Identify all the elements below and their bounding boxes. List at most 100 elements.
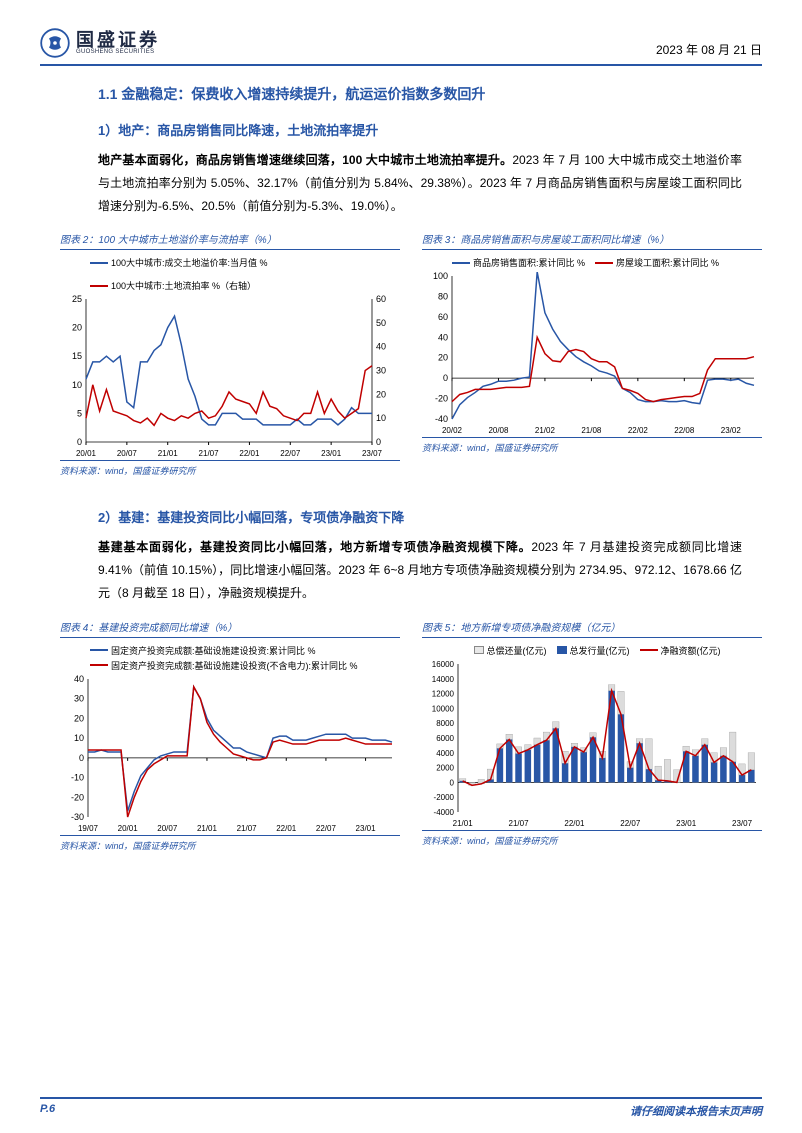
subsection-2-title: 2）基建：基建投资同比小幅回落，专项债净融资下降 <box>98 507 762 526</box>
chart-3-svg: -40-2002040608010020/0220/0821/0221/0822… <box>422 272 762 437</box>
svg-text:4000: 4000 <box>436 749 454 758</box>
svg-text:40: 40 <box>438 333 448 343</box>
svg-text:80: 80 <box>438 292 448 302</box>
svg-text:30: 30 <box>376 366 386 376</box>
svg-text:23/01: 23/01 <box>321 449 342 458</box>
svg-text:10: 10 <box>376 414 386 424</box>
svg-text:21/08: 21/08 <box>581 426 602 435</box>
svg-text:0: 0 <box>376 437 381 447</box>
svg-text:-20: -20 <box>71 792 84 802</box>
chart-4-title: 图表 4：基建投资完成额同比增速（%） <box>60 619 400 638</box>
para2-bold: 基建基本面弱化，基建投资同比小幅回落，地方新增专项债净融资规模下降。 <box>98 540 531 554</box>
svg-text:-30: -30 <box>71 812 84 822</box>
chart-4-svg: -30-20-1001020304019/0720/0120/0721/0121… <box>60 675 400 835</box>
svg-text:20/01: 20/01 <box>118 824 139 833</box>
svg-text:23/02: 23/02 <box>721 426 742 435</box>
chart-4-source: 资料来源：wind，国盛证券研究所 <box>60 839 400 852</box>
svg-text:10: 10 <box>72 380 82 390</box>
page-header: 国盛证券 GUOSHENG SECURITIES 2023 年 08 月 21 … <box>40 28 762 66</box>
chart-2-svg: 0510152025010203040506020/0120/0721/0121… <box>60 295 400 460</box>
svg-text:20/07: 20/07 <box>117 449 138 458</box>
svg-text:40: 40 <box>74 675 84 684</box>
logo-text-en: GUOSHENG SECURITIES <box>76 49 160 55</box>
legend-swatch <box>640 649 658 651</box>
legend-swatch <box>90 649 108 651</box>
chart4-lg2: 固定资产投资完成额:基础设施建设投资(不含电力):累计同比 % <box>111 659 358 672</box>
svg-text:40: 40 <box>376 342 386 352</box>
legend-box-icon <box>474 646 484 654</box>
chart5-lg2: 总发行量(亿元) <box>570 644 630 657</box>
svg-text:21/01: 21/01 <box>158 449 179 458</box>
para1-bold: 地产基本面弱化，商品房销售增速继续回落，100 大中城市土地流拍率提升。 <box>98 153 512 167</box>
chart5-lg1: 总偿还量(亿元) <box>487 644 547 657</box>
page-number: P.6 <box>40 1103 55 1119</box>
svg-text:15: 15 <box>72 352 82 362</box>
legend-swatch <box>595 262 613 264</box>
subsection-1-title: 1）地产：商品房销售同比降速，土地流拍率提升 <box>98 120 762 139</box>
chart-5-legend: 总偿还量(亿元) 总发行量(亿元) 净融资额(亿元) <box>422 641 762 660</box>
svg-text:21/07: 21/07 <box>509 819 530 828</box>
chart-4-legend: 固定资产投资完成额:基础设施建设投资:累计同比 % 固定资产投资完成额:基础设施… <box>60 641 400 675</box>
chart-5-title: 图表 5：地方新增专项债净融资规模（亿元） <box>422 619 762 638</box>
brand-logo: 国盛证券 GUOSHENG SECURITIES <box>40 28 160 58</box>
chart4-lg1: 固定资产投资完成额:基础设施建设投资:累计同比 % <box>111 644 316 657</box>
chart-2-legend: 100大中城市:成交土地溢价率:当月值 % 100大中城市:土地流拍率 %（右轴… <box>60 253 400 295</box>
legend-swatch <box>90 262 108 264</box>
svg-text:21/01: 21/01 <box>453 819 474 828</box>
svg-text:19/07: 19/07 <box>78 824 99 833</box>
svg-text:22/01: 22/01 <box>276 824 297 833</box>
chart-5-source: 资料来源：wind，国盛证券研究所 <box>422 834 762 847</box>
svg-text:22/07: 22/07 <box>316 824 337 833</box>
chart-2-cell: 图表 2：100 大中城市土地溢价率与流拍率（%） 100大中城市:成交土地溢价… <box>60 231 400 477</box>
legend-bar-icon <box>557 646 567 654</box>
svg-text:21/01: 21/01 <box>197 824 218 833</box>
svg-text:0: 0 <box>450 778 455 787</box>
svg-text:60: 60 <box>438 312 448 322</box>
svg-text:23/01: 23/01 <box>356 824 377 833</box>
svg-text:-20: -20 <box>435 394 448 404</box>
paragraph-2: 基建基本面弱化，基建投资同比小幅回落，地方新增专项债净融资规模下降。2023 年… <box>98 536 742 604</box>
page-footer: P.6 请仔细阅读本报告末页声明 <box>40 1097 762 1119</box>
legend-swatch <box>90 285 108 287</box>
svg-text:0: 0 <box>79 753 84 763</box>
chart2-lg1: 100大中城市:成交土地溢价率:当月值 % <box>111 256 268 269</box>
svg-text:6000: 6000 <box>436 734 454 743</box>
chart-3-title: 图表 3：商品房销售面积与房屋竣工面积同比增速（%） <box>422 231 762 250</box>
svg-text:22/01: 22/01 <box>564 819 585 828</box>
chart-row-1: 图表 2：100 大中城市土地溢价率与流拍率（%） 100大中城市:成交土地溢价… <box>60 231 762 477</box>
svg-text:23/07: 23/07 <box>732 819 753 828</box>
paragraph-1: 地产基本面弱化，商品房销售增速继续回落，100 大中城市土地流拍率提升。2023… <box>98 149 742 217</box>
svg-text:10: 10 <box>74 733 84 743</box>
svg-text:12000: 12000 <box>432 689 455 698</box>
svg-text:0: 0 <box>443 374 448 384</box>
svg-text:22/07: 22/07 <box>620 819 641 828</box>
legend-swatch <box>90 664 108 666</box>
chart-row-2: 图表 4：基建投资完成额同比增速（%） 固定资产投资完成额:基础设施建设投资:累… <box>60 619 762 852</box>
svg-text:60: 60 <box>376 295 386 304</box>
chart2-lg2: 100大中城市:土地流拍率 %（右轴） <box>111 279 256 292</box>
chart5-lg3: 净融资额(亿元) <box>661 644 721 657</box>
svg-text:20: 20 <box>376 390 386 400</box>
svg-text:22/08: 22/08 <box>674 426 695 435</box>
svg-text:10000: 10000 <box>432 704 455 713</box>
svg-text:20: 20 <box>74 713 84 723</box>
svg-text:50: 50 <box>376 318 386 328</box>
chart-3-cell: 图表 3：商品房销售面积与房屋竣工面积同比增速（%） 商品房销售面积:累计同比 … <box>422 231 762 477</box>
svg-text:20/08: 20/08 <box>488 426 509 435</box>
chart-3-legend: 商品房销售面积:累计同比 % 房屋竣工面积:累计同比 % <box>422 253 762 272</box>
svg-text:20/02: 20/02 <box>442 426 463 435</box>
svg-text:0: 0 <box>77 437 82 447</box>
svg-text:8000: 8000 <box>436 719 454 728</box>
svg-text:20: 20 <box>438 353 448 363</box>
chart3-lg1: 商品房销售面积:累计同比 % <box>473 256 585 269</box>
svg-text:14000: 14000 <box>432 675 455 684</box>
footer-disclaimer: 请仔细阅读本报告末页声明 <box>630 1103 762 1119</box>
svg-text:2000: 2000 <box>436 763 454 772</box>
report-date: 2023 年 08 月 21 日 <box>656 41 762 58</box>
svg-text:23/07: 23/07 <box>362 449 383 458</box>
svg-text:22/07: 22/07 <box>280 449 301 458</box>
svg-text:-10: -10 <box>71 772 84 782</box>
svg-text:22/02: 22/02 <box>628 426 649 435</box>
svg-text:21/07: 21/07 <box>199 449 220 458</box>
section-title: 1.1 金融稳定：保费收入增速持续提升，航运运价指数多数回升 <box>98 84 762 104</box>
